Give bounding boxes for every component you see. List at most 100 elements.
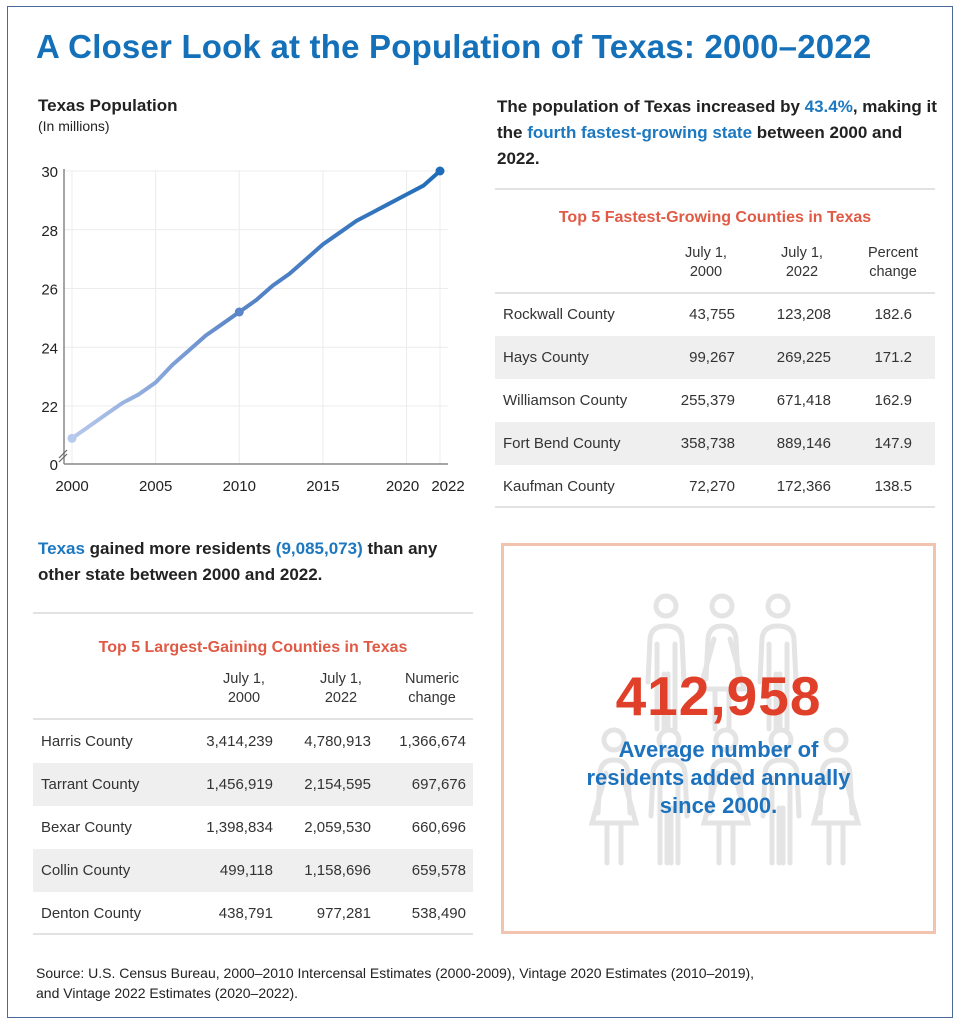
cell-change: 660,696 [411,819,466,836]
cell-y2000: 1,456,919 [206,776,273,793]
x-tick-label: 2010 [223,478,256,495]
fastest-table-title: Top 5 Fastest-Growing Counties in Texas [558,209,872,226]
infographic-frame [7,6,953,1018]
divider [33,612,473,614]
column-header: Percent change [868,245,918,280]
table-row: Hays County 99,267 269,225 171.2 [495,336,935,379]
cell-y2022: 671,418 [776,392,831,409]
data-point-2022 [435,166,445,176]
county-name: Collin County [41,862,131,879]
county-name: Denton County [41,905,142,922]
page-title: A Closer Look at the Population of Texas… [36,28,872,65]
fact-text: between 2000 and 2022. [497,123,903,168]
cell-change: 1,366,674 [399,733,466,750]
person-icon [645,593,687,732]
column-header: July 1, 2022 [320,671,362,706]
fact-text: than any other state between 2000 and 20… [38,539,438,584]
y-tick-label: 22 [41,399,58,416]
cell-change: 697,676 [411,776,466,793]
table-row: Rockwall County 43,755 123,208 182.6 [495,293,935,336]
table-row: Bexar County 1,398,834 2,059,530 660,696 [33,806,473,849]
table-row: Collin County 499,118 1,158,696 659,578 [33,849,473,892]
person-icon [700,727,752,866]
cell-y2022: 977,281 [316,905,371,922]
person-icon [757,593,799,732]
cell-change: 138.5 [874,478,912,495]
y-tick-label: 28 [41,223,58,240]
county-name: Fort Bend County [503,435,621,452]
county-name: Harris County [41,733,133,750]
cell-y2000: 499,118 [219,862,273,879]
cell-y2022: 2,059,530 [304,819,371,836]
chart-title: Texas Population [38,96,178,115]
population-series-line [70,169,442,441]
cell-y2000: 438,791 [218,905,273,922]
data-point-2000 [67,433,77,443]
county-name: Hays County [503,349,589,366]
table-divider [33,718,473,720]
cell-y2000: 358,738 [680,435,735,452]
fact-growth-rate: The population of Texas increased by 43.… [497,94,937,172]
average-annual-label: Average number of residents added annual… [586,737,851,818]
column-header: Numeric change [405,671,459,706]
cell-y2022: 1,158,696 [304,862,371,879]
column-header: July 1, 2022 [781,245,823,280]
county-name: Tarrant County [41,776,140,793]
x-tick-label: 2005 [139,478,172,495]
person-icon [696,593,748,732]
cell-change: 147.9 [874,435,912,452]
table-row: Fort Bend County 358,738 889,146 147.9 [495,422,935,465]
x-tick-label: 2020 [386,478,419,495]
table-divider [495,292,935,294]
fact-text: gained more residents [84,539,276,558]
cell-y2000: 3,414,239 [206,733,273,750]
table-divider [495,506,935,508]
population-line-chart: 0 22 24 26 28 30 2000 2005 2010 2015 2020 2022 [41,164,464,495]
growth-rank: fourth fastest-growing state [527,123,753,142]
average-residents-callout: 412,958 Average number of residents adde… [501,543,936,934]
person-icon [648,727,690,866]
cell-change: 538,490 [411,905,466,922]
table-divider [33,933,473,935]
growth-percent: 43.4% [804,97,853,116]
x-tick-label: 2000 [55,478,88,495]
axis-break-mark [58,453,68,463]
data-point-2010 [234,307,244,317]
source-note: Source: U.S. Census Bureau, 2000–2010 In… [36,965,755,1001]
cell-change: 162.9 [874,392,912,409]
cell-y2022: 269,225 [776,349,831,366]
chart-subtitle: (In millions) [38,118,110,134]
cell-change: 659,578 [411,862,466,879]
cell-y2022: 123,208 [776,306,831,323]
divider [495,188,935,190]
residents-gained-count: (9,085,073) [275,539,363,558]
table-row: Denton County 438,791 977,281 538,490 [33,892,473,935]
table-row: Harris County 3,414,239 4,780,913 1,366,674 [33,720,473,763]
county-name: Williamson County [503,392,628,409]
cell-change: 171.2 [874,349,912,366]
county-name: Bexar County [41,819,132,836]
y-tick-label: 30 [41,164,58,181]
y-tick-label: 0 [50,457,58,474]
fact-text: , making it the [497,97,937,142]
cell-y2000: 99,267 [689,349,735,366]
axis-break-mark [58,449,68,459]
state-name: Texas [38,539,85,558]
cell-y2000: 43,755 [689,306,735,323]
cell-y2022: 172,366 [776,478,831,495]
column-header: July 1, 2000 [685,245,727,280]
x-tick-label: 2015 [306,478,339,495]
county-name: Kaufman County [503,478,615,495]
cell-y2000: 255,379 [680,392,735,409]
person-icon [810,727,862,866]
table-row: Kaufman County 72,270 172,366 138.5 [495,465,935,508]
x-tick-label: 2022 [431,478,464,495]
cell-y2000: 72,270 [689,478,735,495]
cell-y2000: 1,398,834 [206,819,273,836]
table-row: Williamson County 255,379 671,418 162.9 [495,379,935,422]
person-icon [588,727,640,866]
cell-y2022: 889,146 [776,435,831,452]
table-row: Tarrant County 1,456,919 2,154,595 697,676 [33,763,473,806]
column-header: July 1, 2000 [223,671,265,706]
cell-change: 182.6 [874,306,912,323]
